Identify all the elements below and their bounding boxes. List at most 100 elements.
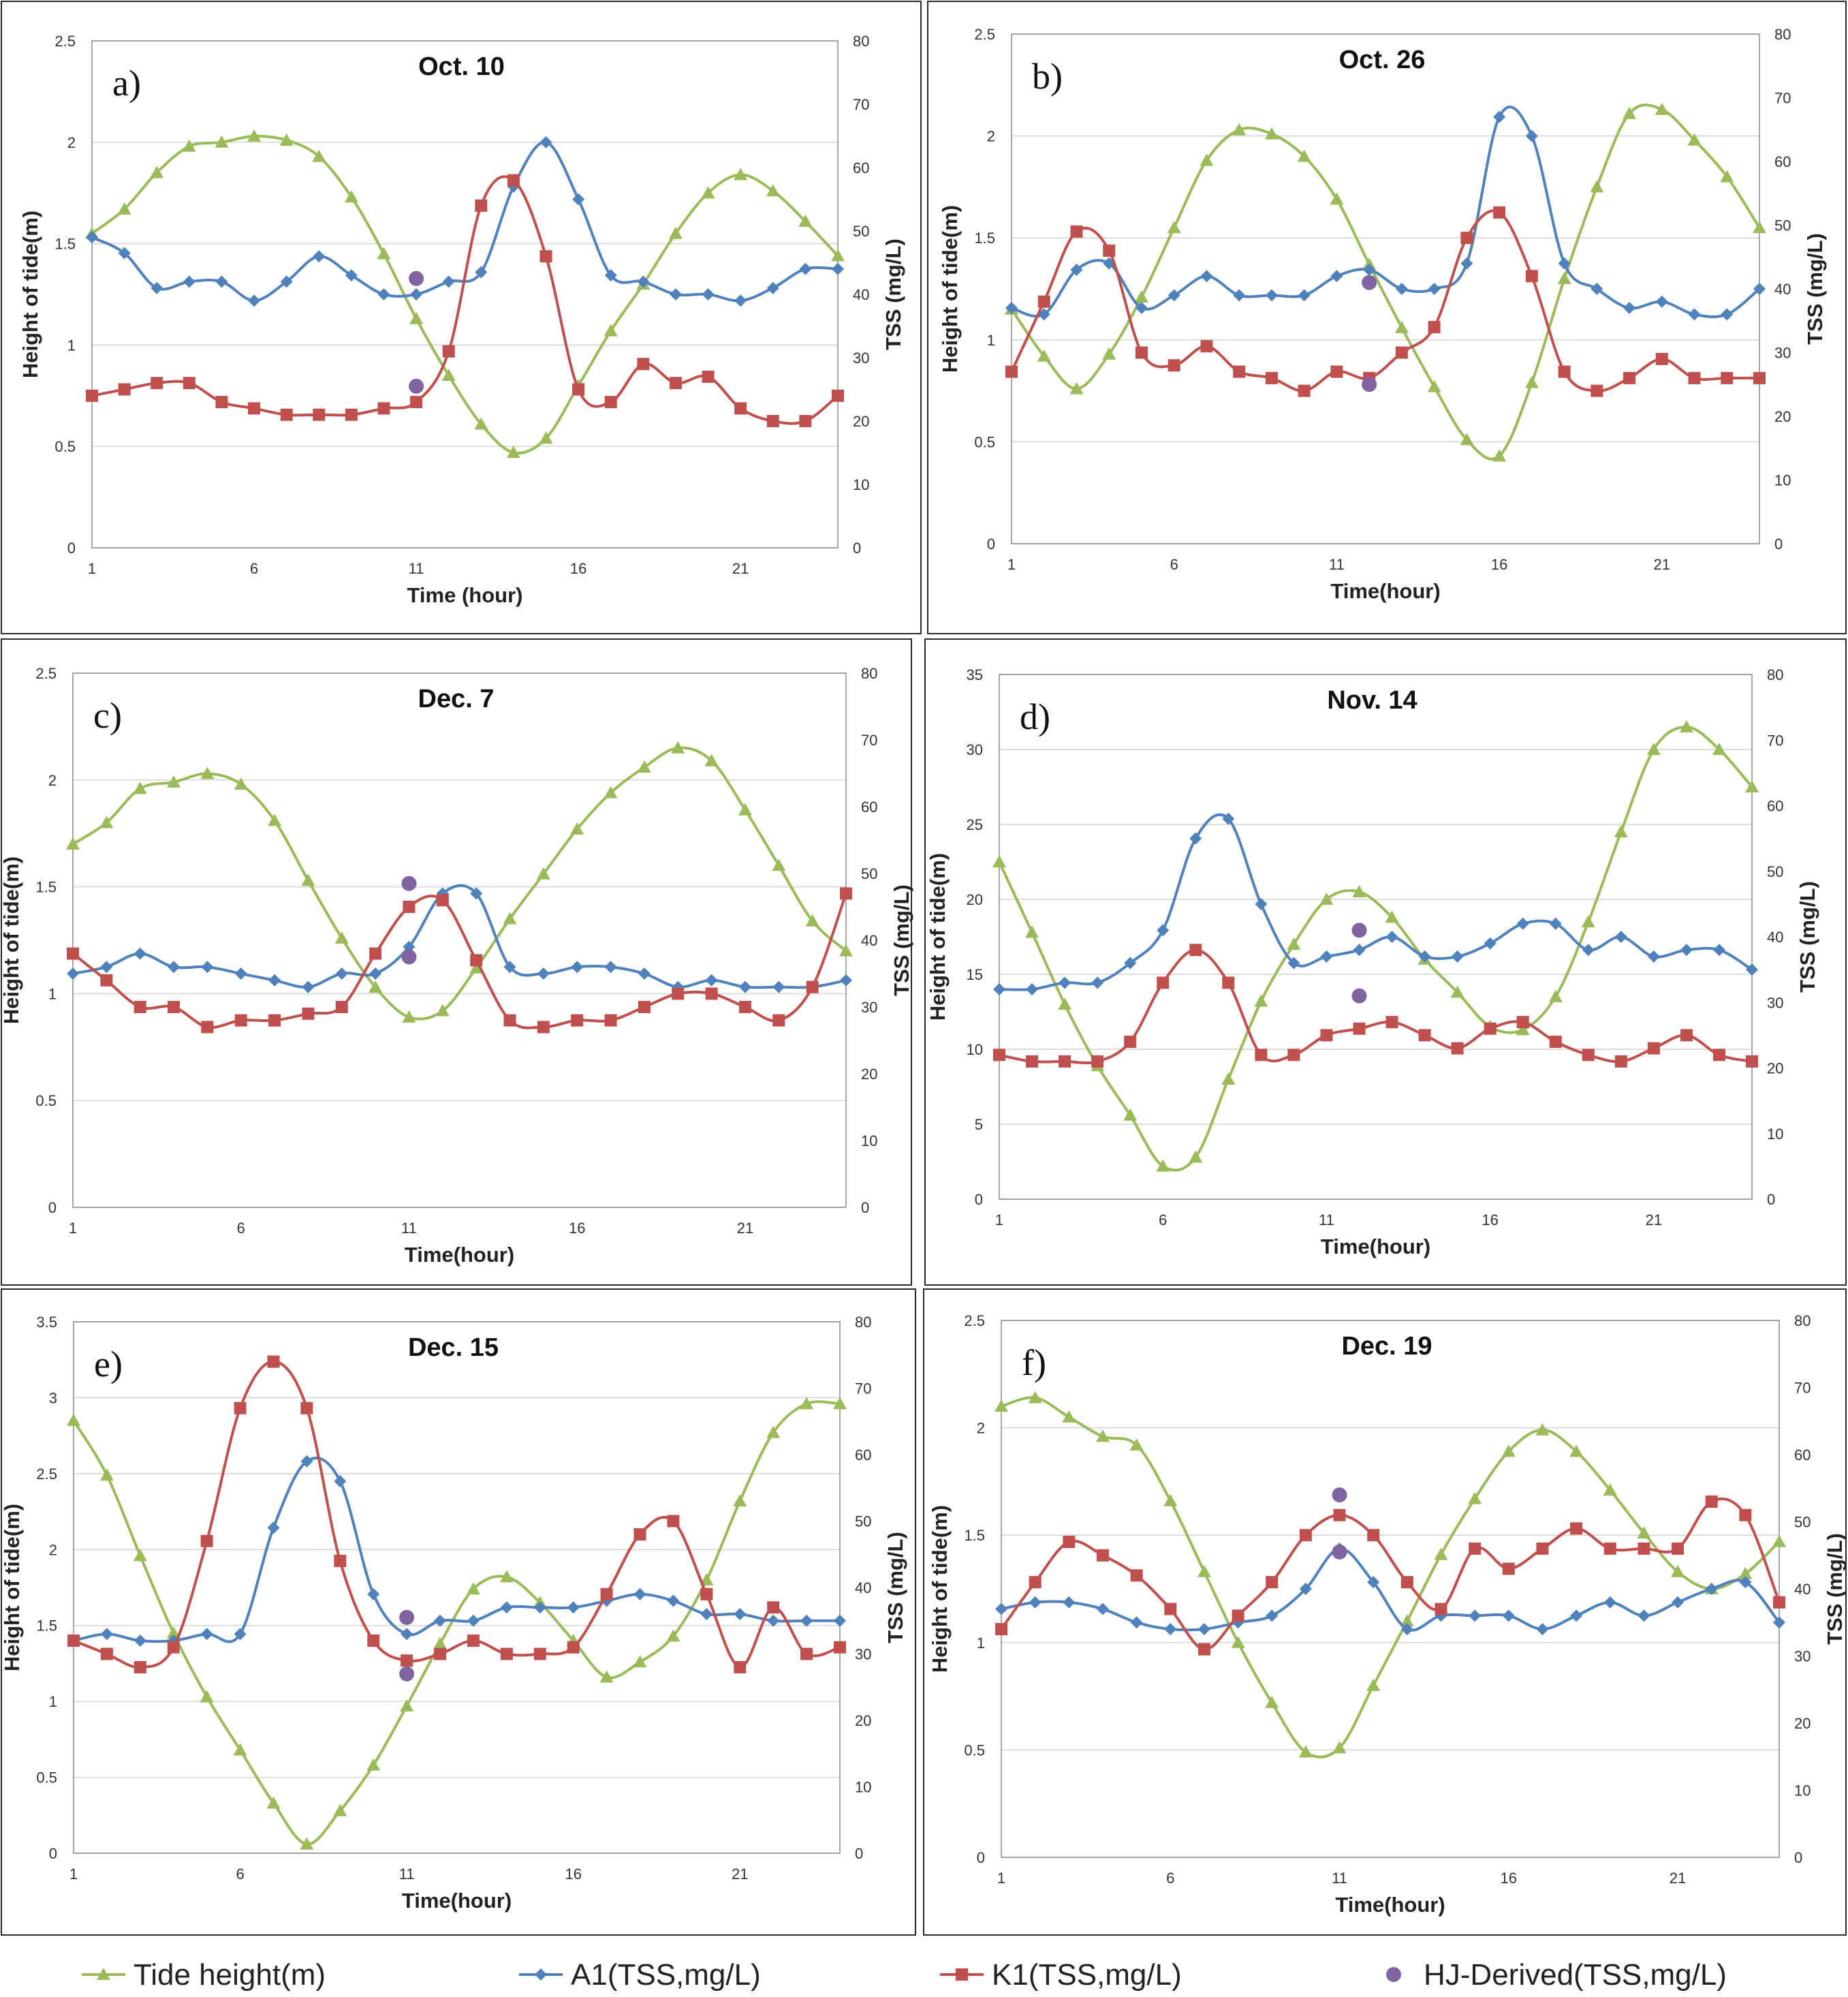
x-tick-label: 6: [236, 1866, 244, 1883]
data-point-tide: [733, 1493, 747, 1506]
y2-tick-label: 30: [1774, 345, 1791, 362]
y2-tick-label: 10: [853, 476, 869, 493]
data-point-a1: [410, 288, 423, 300]
x-tick-label: 1: [88, 560, 96, 577]
data-point-k1: [1005, 365, 1018, 378]
data-point-tide: [1123, 1108, 1138, 1121]
data-point-a1: [1395, 283, 1408, 295]
data-point-tide: [499, 1570, 514, 1583]
data-point-tide: [301, 873, 315, 886]
data-point-tide: [503, 912, 517, 925]
data-point-tide: [1450, 985, 1465, 998]
data-point-a1: [1026, 983, 1039, 995]
data-point-a1: [734, 1608, 747, 1620]
data-point-tide: [701, 186, 715, 199]
data-point-k1: [772, 1014, 785, 1027]
data-point-tide: [1287, 938, 1301, 950]
data-point-tide: [1297, 149, 1311, 162]
plot-area: [72, 672, 847, 1208]
y-tick-label: 1: [987, 332, 995, 349]
legend: Tide height(m) A1(TSS,mg/L) K1(TSS,mg/L) HJ…: [82, 1958, 1727, 1992]
data-point-k1: [118, 383, 131, 396]
data-point-a1: [234, 967, 247, 980]
data-point-a1: [267, 1521, 280, 1534]
data-point-tide: [474, 417, 488, 430]
y2-axis-label: TSS (mg/L): [1823, 1533, 1847, 1645]
x-axis-label: Time (hour): [407, 583, 523, 607]
data-point-k1: [1103, 244, 1116, 257]
y2-axis-label: TSS (mg/L): [1796, 881, 1819, 993]
data-point-a1: [1096, 1603, 1109, 1615]
data-point-k1: [1367, 1529, 1380, 1542]
data-point-hj: [1351, 923, 1367, 938]
y-tick-label: 1.5: [35, 879, 57, 896]
data-point-hj: [401, 876, 417, 891]
data-point-a1: [200, 1628, 213, 1641]
data-point-k1: [700, 1588, 713, 1600]
y-tick-label: 2: [48, 772, 57, 789]
data-point-tide: [1231, 1635, 1245, 1648]
y2-axis-label: TSS (mg/L): [883, 1532, 907, 1643]
legend-label: K1(TSS,mg/L): [992, 1958, 1182, 1992]
data-point-tide: [1264, 127, 1279, 140]
legend-item-tide: Tide height(m): [82, 1958, 326, 1992]
data-point-a1: [1287, 957, 1300, 970]
data-point-a1: [168, 961, 181, 974]
y2-tick-label: 20: [1794, 1715, 1811, 1732]
data-point-a1: [840, 974, 852, 987]
data-point-k1: [993, 1049, 1005, 1062]
data-point-tide: [377, 247, 391, 260]
y-tick-label: 2: [67, 134, 76, 151]
y-tick-label: 0.5: [964, 1741, 985, 1759]
data-point-k1: [334, 1555, 347, 1567]
data-point-hj: [1332, 1487, 1347, 1503]
data-point-tide: [133, 1549, 147, 1562]
data-point-tide: [1025, 925, 1039, 938]
y-tick-label: 2.5: [964, 1312, 985, 1329]
data-point-a1: [738, 980, 751, 993]
y-tick-label: 1.5: [974, 230, 995, 247]
data-point-a1: [1418, 950, 1431, 963]
data-point-a1: [1647, 950, 1660, 963]
series-k1: [1005, 206, 1766, 397]
y-tick-label: 0.5: [36, 1769, 57, 1786]
data-point-k1: [734, 1661, 747, 1673]
series-tide: [67, 1397, 847, 1850]
y-tick-label: 25: [967, 816, 983, 833]
data-point-a1: [1688, 308, 1701, 321]
y2-tick-label: 40: [1767, 929, 1783, 946]
panel-label: b): [1032, 56, 1063, 97]
data-point-tide: [1535, 1423, 1550, 1436]
y-tick-label: 1: [977, 1635, 985, 1652]
y2-axis-label: TSS (mg/L): [890, 884, 913, 996]
y2-tick-label: 0: [1767, 1191, 1775, 1208]
data-point-tide: [766, 1425, 781, 1438]
y2-tick-label: 80: [1774, 26, 1791, 43]
data-point-k1: [201, 1021, 214, 1034]
data-point-k1: [167, 1641, 180, 1654]
panel-label: f): [1022, 1342, 1046, 1383]
data-point-k1: [1516, 1016, 1529, 1029]
data-point-a1: [667, 1594, 680, 1607]
data-point-tide: [1460, 433, 1474, 446]
data-point-k1: [151, 377, 163, 390]
data-point-k1: [335, 1001, 348, 1013]
data-point-a1: [604, 961, 617, 974]
panel-frame: [924, 638, 1847, 1286]
data-point-tide: [99, 816, 114, 829]
plot-area: [91, 40, 839, 548]
data-point-a1: [1549, 917, 1562, 930]
data-point-a1: [151, 281, 163, 294]
x-tick-label: 21: [737, 1220, 753, 1237]
data-point-a1: [571, 961, 584, 974]
data-point-tide: [666, 1629, 680, 1642]
data-point-k1: [1773, 1596, 1785, 1609]
y-tick-label: 0.5: [54, 438, 76, 455]
data-point-k1: [1428, 321, 1441, 334]
series-k1: [995, 1495, 1785, 1656]
data-point-a1: [1603, 1596, 1616, 1609]
x-tick-label: 6: [1166, 1870, 1174, 1887]
x-tick-label: 16: [569, 1220, 585, 1237]
